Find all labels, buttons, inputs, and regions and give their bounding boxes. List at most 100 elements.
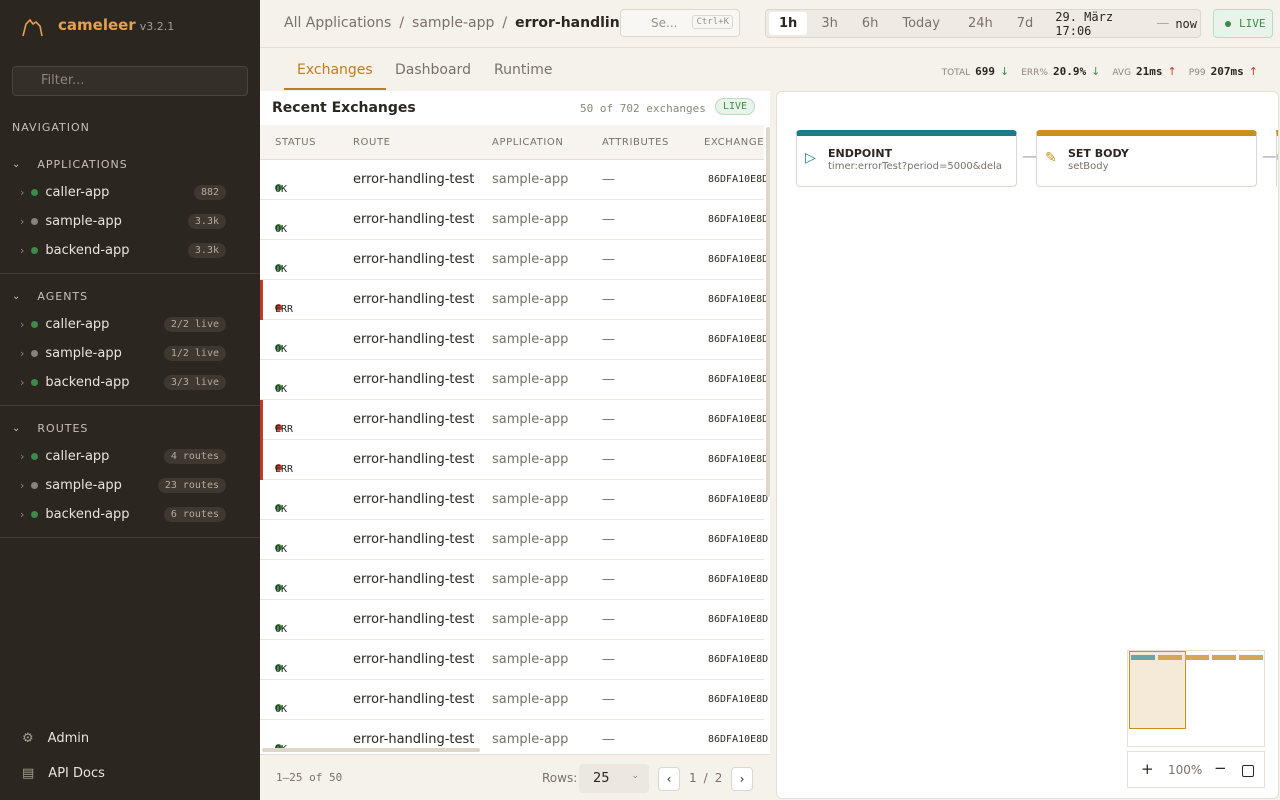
next-page[interactable]: ›: [731, 767, 753, 791]
cell: error-handling-test: [353, 332, 475, 347]
range-option[interactable]: 3h: [821, 16, 838, 31]
crumb[interactable]: sample-app: [412, 15, 495, 31]
range: 1–25 of 50: [276, 771, 343, 784]
nav-item[interactable]: › sample-app 1/2 live: [0, 339, 260, 368]
node-detail: timer:errorTest?period=5000&dela: [828, 161, 1002, 172]
sep: /: [502, 15, 508, 31]
node[interactable]: ✎ SET BODY setBody: [1036, 130, 1257, 187]
range-option[interactable]: 24h: [967, 16, 993, 31]
section-header[interactable]: ⌄ AGENTS: [0, 282, 260, 310]
nav-item[interactable]: › caller-app 4 routes: [0, 442, 260, 471]
range-option[interactable]: 6h: [861, 16, 879, 31]
column-header[interactable]: ATTRIBUTES: [602, 137, 669, 148]
section-header[interactable]: ⌄ ROUTES: [0, 414, 260, 442]
nav-item[interactable]: › caller-app 882: [0, 178, 260, 207]
table-row[interactable]: ERR error-handling-test sample-app — 86DFA10…: [260, 440, 768, 480]
column-header[interactable]: STATUS: [275, 137, 317, 148]
node-detail: setBody: [1068, 161, 1109, 172]
nav-item[interactable]: › backend-app 3/3 live: [0, 368, 260, 397]
chevron: ⌄: [12, 422, 22, 434]
footer-link[interactable]: ▤ API Docs: [22, 766, 105, 781]
nav-item[interactable]: › backend-app 3.3k: [0, 236, 260, 265]
stat-label: P99: [1188, 68, 1206, 78]
status-text: OK: [275, 264, 288, 275]
status-dot: [275, 504, 282, 511]
cell: sample-app: [492, 212, 569, 227]
node-title: ENDPOINT: [828, 147, 893, 160]
tab[interactable]: Dashboard: [395, 62, 471, 78]
cell: —: [602, 212, 615, 227]
chevron: ›: [20, 347, 25, 360]
filter-input[interactable]: Filter...: [12, 66, 248, 96]
column-header[interactable]: ROUTE: [353, 137, 391, 148]
status-dot: [31, 350, 39, 357]
tab-bar: Exchanges Dashboard Runtime TOTAL 699 ↓ ERR% 20…: [260, 48, 1280, 91]
cell: —: [602, 252, 615, 267]
table-row[interactable]: ERR error-handling-test sample-app — 86DFA10…: [260, 400, 768, 440]
status-text: OK: [275, 344, 288, 355]
rows-label: Rows:: [542, 771, 578, 785]
live-toggle[interactable]: LIVE: [1213, 9, 1273, 38]
range-option[interactable]: 7d: [1016, 16, 1034, 31]
badge: 6 routes: [163, 507, 226, 522]
range-option[interactable]: 1h: [769, 12, 808, 35]
footer-link[interactable]: ⚙ Admin: [22, 731, 89, 746]
node[interactable]: ▷ ENDPOINT timer:errorTest?period=5000&del…: [796, 130, 1017, 187]
tab[interactable]: Runtime: [494, 62, 553, 78]
column-header[interactable]: EXCHANGE: [704, 137, 765, 148]
cell: sample-app: [492, 732, 569, 747]
node-icon: ▷: [805, 150, 816, 166]
badge: 3.3k: [187, 243, 226, 258]
zoom-in[interactable]: +: [1141, 760, 1154, 778]
tab[interactable]: Exchanges: [284, 48, 386, 90]
range-option[interactable]: Today: [902, 16, 940, 31]
cell: sample-app: [492, 412, 569, 427]
search[interactable]: Se... Ctrl+K: [620, 9, 740, 37]
nav-item[interactable]: › sample-app 3.3k: [0, 207, 260, 236]
item-name: backend-app: [45, 243, 130, 258]
section-title: ROUTES: [37, 421, 89, 435]
cell: —: [602, 532, 615, 547]
minimap-node: [1158, 655, 1182, 660]
fit-view[interactable]: [1242, 765, 1254, 777]
stat-label: AVG: [1112, 68, 1132, 78]
cell: 86DFA10E8D: [708, 174, 769, 185]
cell: error-handling-test: [353, 732, 475, 747]
chevron: ›: [20, 376, 25, 389]
cell: sample-app: [492, 572, 569, 587]
column-header[interactable]: APPLICATION: [492, 137, 564, 148]
rows-select[interactable]: 25 ⌄: [579, 764, 649, 793]
sep: /: [399, 15, 405, 31]
status-text: ERR: [275, 424, 294, 435]
section-header[interactable]: ⌄ APPLICATIONS: [0, 150, 260, 178]
table-row[interactable]: OKerror-handling-testsample-app—86DFA10E…: [260, 720, 768, 760]
sidebar: cameleer v3.2.1 Filter... NAVIGATION ⌄ APPLIC…: [0, 0, 260, 800]
error-marker: [260, 400, 263, 440]
crumb[interactable]: All Applications: [284, 15, 392, 31]
h-scrollbar: [262, 748, 480, 752]
cell: error-handling-test: [353, 212, 475, 227]
nav-item[interactable]: › backend-app 6 routes: [0, 500, 260, 529]
nav-item[interactable]: › caller-app 2/2 live: [0, 310, 260, 339]
prev-page[interactable]: ‹: [658, 767, 680, 791]
cell: —: [602, 452, 615, 467]
status-dot: [275, 424, 282, 431]
trend: ↑: [1248, 65, 1258, 78]
table-row[interactable]: ERR error-handling-test sample-app — 86DFA10…: [260, 280, 768, 320]
cell: sample-app: [492, 292, 569, 307]
page-total: 2: [714, 771, 723, 785]
nav-item[interactable]: › sample-app 23 routes: [0, 471, 260, 500]
zoom-out[interactable]: −: [1214, 759, 1227, 777]
edge: ⟶: [1022, 150, 1041, 165]
